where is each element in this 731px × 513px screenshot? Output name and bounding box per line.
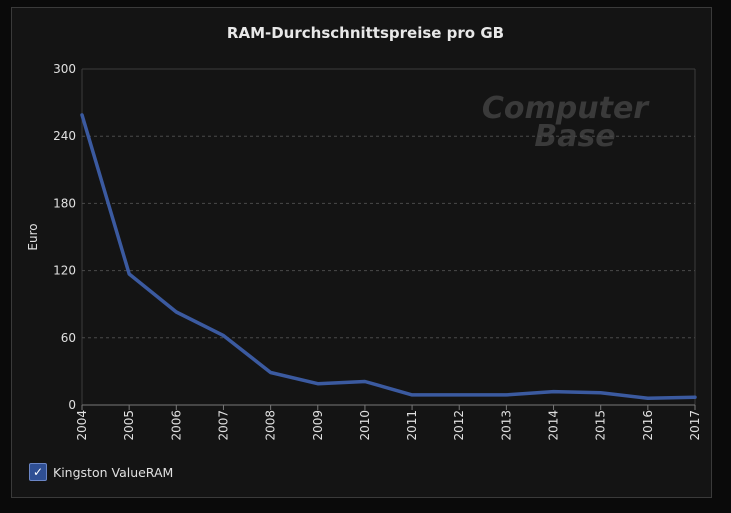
y-tick-label: 300 [53, 62, 76, 76]
data-point [80, 113, 84, 117]
data-point [693, 395, 697, 399]
x-tick-label: 2012 [452, 410, 466, 441]
series-line-0 [80, 113, 697, 401]
data-point [458, 393, 461, 397]
x-tick-label: 2016 [641, 410, 655, 441]
data-point [127, 272, 131, 276]
legend-item-kingston-valueram[interactable]: ✓ Kingston ValueRAM [29, 463, 173, 481]
data-point [222, 334, 225, 337]
chart-panel [11, 7, 712, 498]
legend-label: Kingston ValueRAM [53, 464, 174, 480]
data-point [646, 397, 650, 400]
y-axis-label: Euro [26, 223, 40, 250]
data-point [363, 380, 367, 383]
data-point [599, 391, 602, 394]
y-tick-label: 120 [53, 264, 76, 278]
x-tick-label: 2009 [311, 410, 325, 441]
watermark-text-top: Computer [482, 91, 650, 126]
x-tick-label: 2004 [75, 410, 89, 441]
data-point [505, 393, 508, 397]
x-tick-label: 2006 [169, 410, 183, 441]
x-tick-label: 2015 [594, 410, 608, 441]
data-point [552, 390, 555, 393]
y-tick-label: 0 [68, 398, 76, 412]
y-tick-label: 180 [53, 196, 76, 210]
x-tick-label: 2011 [405, 410, 419, 441]
x-tick-label: 2013 [499, 410, 513, 441]
data-point [269, 371, 272, 374]
x-tick-label: 2005 [122, 410, 136, 441]
data-point [316, 382, 319, 385]
x-tick-label: 2010 [358, 410, 372, 441]
x-tick-label: 2017 [688, 410, 702, 441]
x-tick-label: 2014 [547, 410, 561, 441]
y-tick-label: 60 [61, 331, 76, 345]
checkmark-icon[interactable]: ✓ [29, 463, 47, 481]
y-tick-label: 240 [53, 129, 76, 143]
data-point [410, 393, 414, 397]
chart-title: RAM-Durchschnittspreise pro GB [226, 24, 505, 42]
x-tick-label: 2007 [216, 410, 230, 441]
x-tick-label: 2008 [264, 410, 278, 441]
data-point [175, 310, 178, 314]
